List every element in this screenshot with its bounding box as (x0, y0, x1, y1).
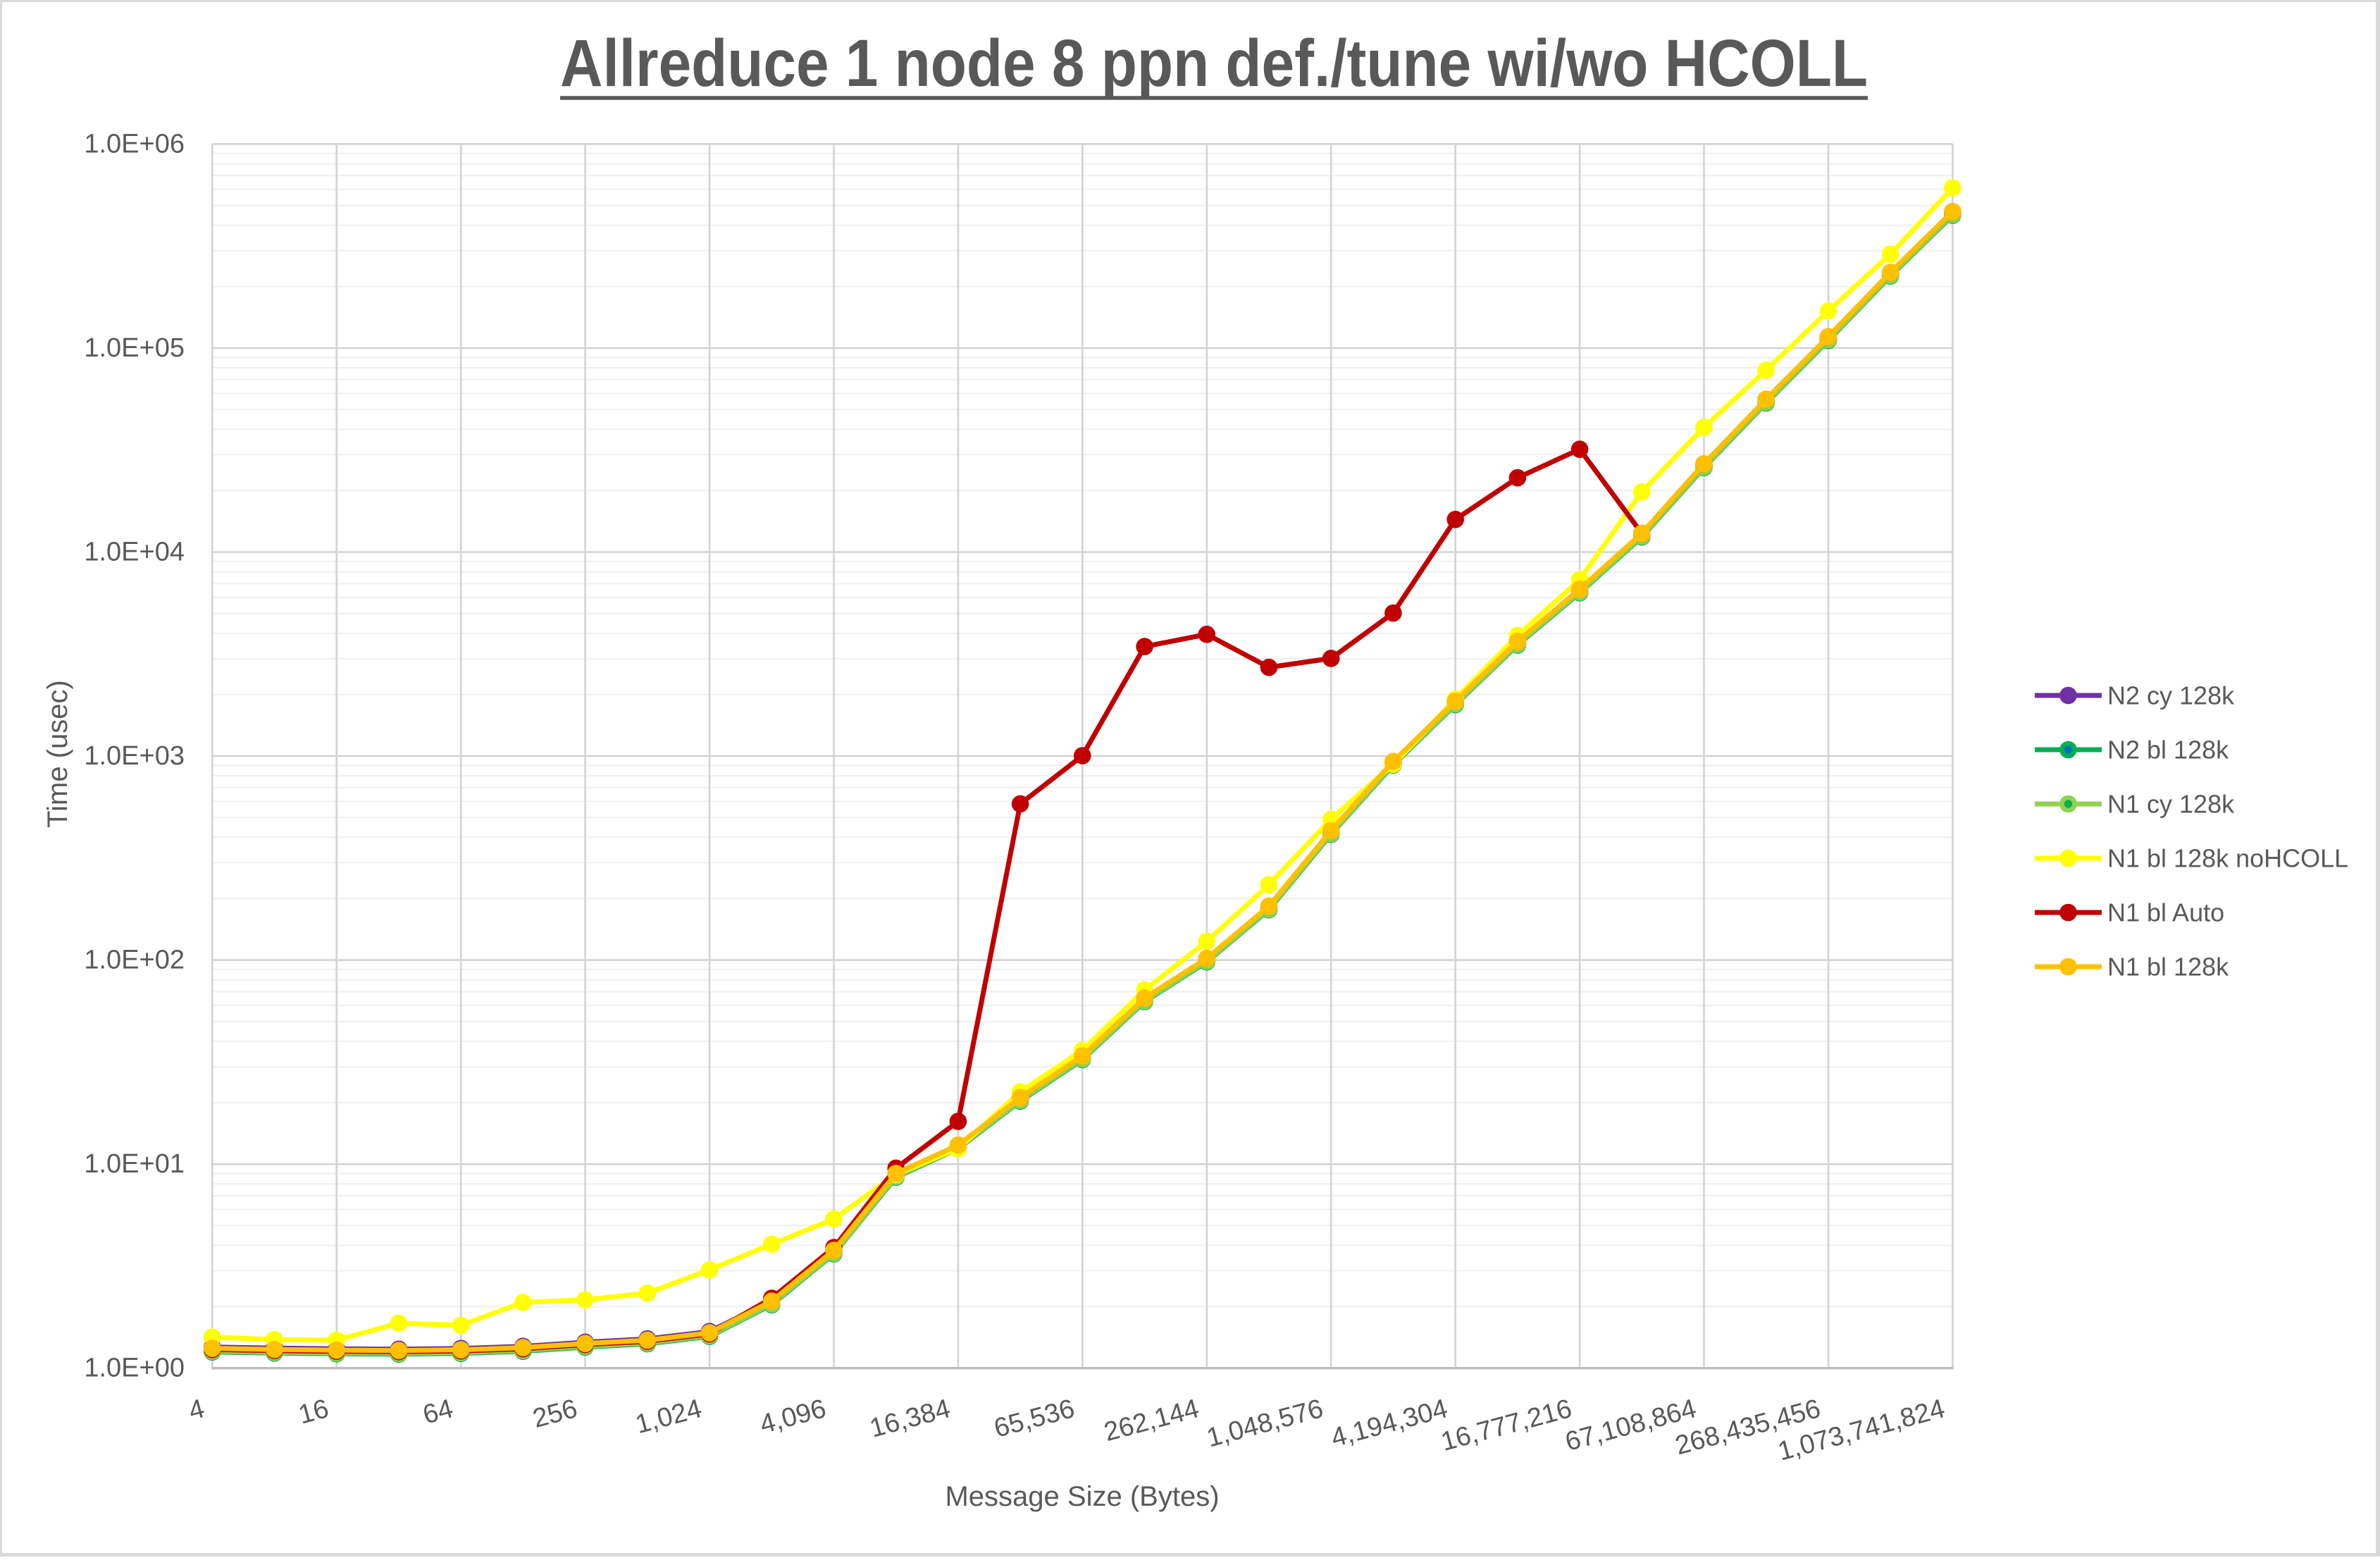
svg-text:N1 bl 128k noHCOLL: N1 bl 128k noHCOLL (2107, 844, 2348, 873)
svg-text:N1 bl Auto: N1 bl Auto (2107, 898, 2224, 927)
svg-text:1.0E+04: 1.0E+04 (84, 538, 185, 567)
svg-text:1.0E+05: 1.0E+05 (84, 333, 185, 363)
svg-text:N1 cy 128k: N1 cy 128k (2107, 790, 2235, 819)
svg-text:Allreduce 1 node 8 ppn def./tu: Allreduce 1 node 8 ppn def./tune wi/wo H… (560, 26, 1868, 101)
svg-text:N2 bl 128k: N2 bl 128k (2107, 736, 2229, 764)
svg-text:1.0E+00: 1.0E+00 (84, 1354, 185, 1383)
svg-text:N2 cy 128k: N2 cy 128k (2107, 681, 2235, 710)
svg-text:Time (usec): Time (usec) (42, 680, 73, 828)
svg-text:1.0E+02: 1.0E+02 (84, 946, 185, 975)
svg-text:1.0E+01: 1.0E+01 (84, 1149, 185, 1179)
svg-text:1.0E+03: 1.0E+03 (84, 741, 185, 771)
svg-text:1.0E+06: 1.0E+06 (84, 129, 185, 159)
svg-text:N1 bl 128k: N1 bl 128k (2107, 953, 2229, 982)
svg-text:Message Size (Bytes): Message Size (Bytes) (945, 1481, 1219, 1512)
